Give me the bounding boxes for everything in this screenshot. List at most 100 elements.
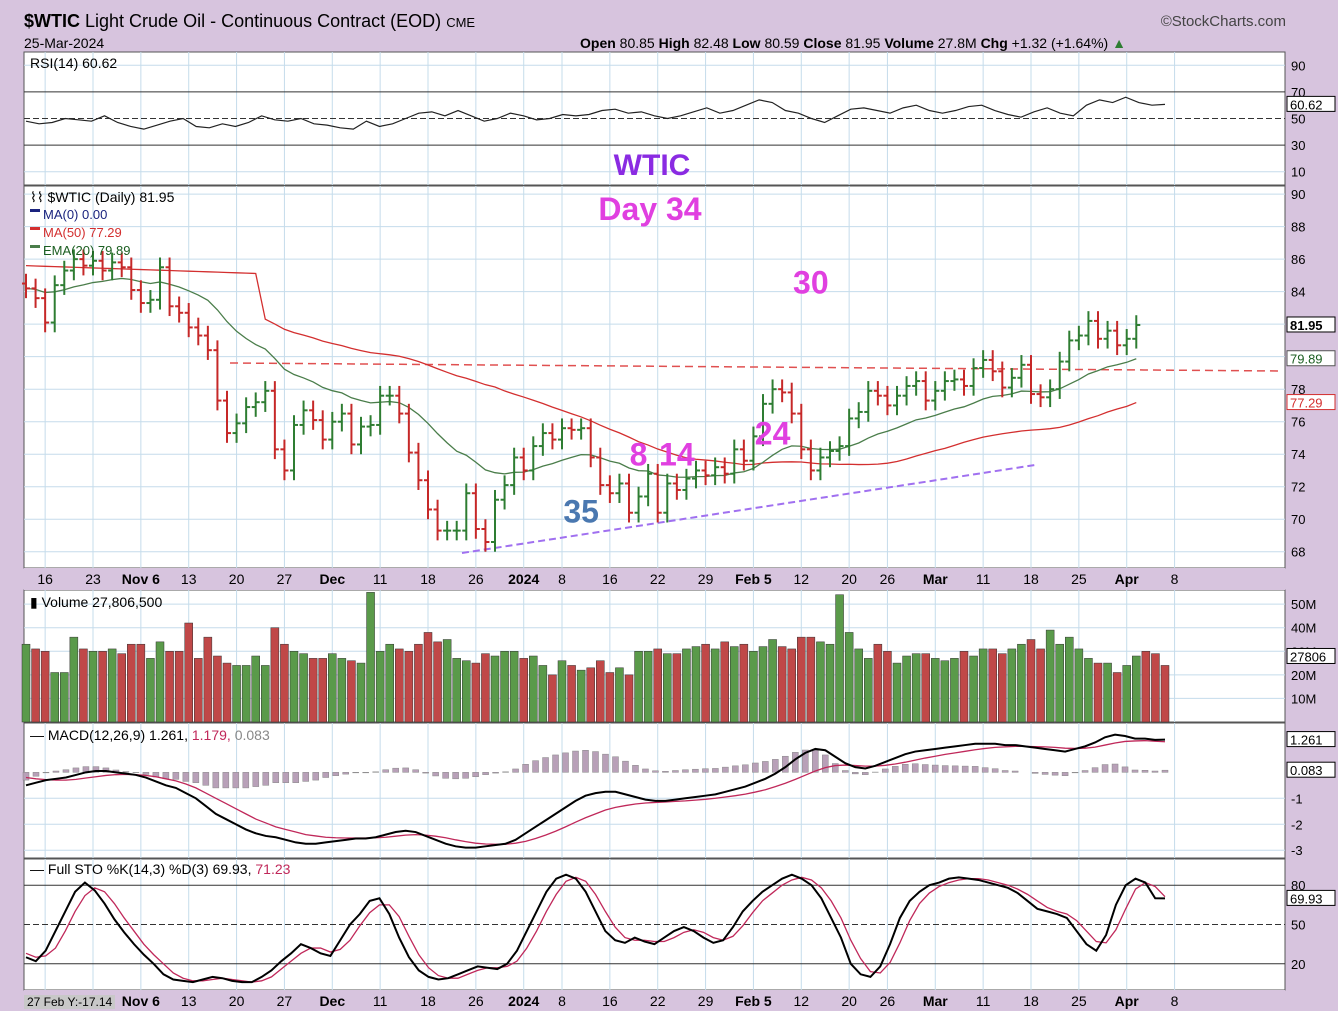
x-tick-label-bottom: 8	[1171, 993, 1179, 1009]
price-bar	[586, 418, 595, 468]
price-bar	[701, 460, 710, 486]
price-bar	[385, 385, 394, 406]
macd-line	[25, 733, 1166, 849]
price-bar	[730, 439, 739, 484]
volume-bar	[557, 660, 567, 723]
macd-histogram-bar	[422, 772, 429, 774]
price-bar	[749, 426, 758, 471]
price-bar	[22, 273, 30, 299]
rsi-tick-label: 10	[1291, 165, 1305, 180]
price-bar	[50, 275, 59, 333]
macd-histogram-bar	[262, 772, 270, 786]
price-bar	[873, 381, 882, 406]
price-bar	[290, 415, 298, 481]
open-label: Open	[580, 35, 616, 51]
price-bar	[299, 400, 308, 435]
price-bar	[768, 379, 777, 414]
volume-bar	[730, 646, 739, 723]
macd-histogram-bar	[1121, 766, 1129, 773]
macd-histogram-bar	[722, 766, 729, 773]
macd-histogram-bar	[322, 772, 329, 778]
volume-bar	[452, 658, 461, 723]
ma50-last-box	[1286, 394, 1336, 411]
price-bar	[778, 379, 787, 403]
volume-bar	[471, 662, 481, 723]
volume-bar	[289, 651, 299, 723]
volume-bar	[251, 655, 260, 723]
price-tick-label: 86	[1291, 252, 1305, 267]
macd-histogram-bar	[901, 764, 909, 773]
volume-bar	[136, 643, 146, 723]
x-tick-label-bottom: Apr	[1115, 993, 1140, 1009]
volume-bar	[538, 665, 548, 723]
volume-bar	[60, 672, 69, 723]
macd-histogram-bar	[52, 770, 60, 773]
macd-histogram-bar	[682, 769, 689, 773]
x-tick-label-bottom: 18	[420, 993, 436, 1009]
macd-histogram-bar	[622, 760, 629, 773]
price-bar	[156, 257, 164, 310]
volume-bar	[634, 651, 643, 723]
price-bar	[816, 447, 825, 481]
macd-histogram-bar	[232, 772, 240, 789]
price-bar	[1027, 355, 1035, 404]
volume-bar	[873, 643, 883, 723]
sto-last-value: 69.93	[1290, 891, 1323, 906]
price-bar	[998, 361, 1007, 398]
volume-bar	[299, 653, 308, 723]
macd-last-box	[1286, 731, 1336, 748]
macd-histogram-bar	[582, 750, 589, 773]
price-bar	[376, 385, 385, 435]
price-bar	[826, 441, 834, 468]
price-bar	[663, 473, 672, 523]
macd-histogram-bar	[412, 769, 419, 773]
volume-bar	[940, 660, 950, 723]
x-tick-label: 8	[1171, 571, 1179, 587]
sto-legend-part: 71.23	[255, 861, 290, 877]
macd-histogram-bar	[772, 759, 779, 773]
macd-histogram-bar	[832, 763, 839, 773]
price-bar	[357, 416, 365, 455]
price-bar	[491, 489, 499, 552]
volume-bar	[1065, 636, 1074, 723]
volume-bar	[854, 648, 863, 723]
price-bar	[481, 519, 490, 552]
sto-tick-label: 20	[1291, 957, 1305, 972]
sto-tick-label: 80	[1291, 878, 1305, 893]
macd-histogram-bar	[632, 765, 639, 773]
copyright-icon: ©	[1160, 13, 1172, 30]
price-bar	[1103, 320, 1112, 349]
x-tick-label: 20	[841, 571, 857, 587]
volume-bar	[883, 651, 892, 723]
price-tick-label: 90	[1291, 187, 1305, 202]
macd-histogram-bar	[1011, 770, 1019, 773]
volume-bar	[864, 658, 873, 723]
volume-bar	[213, 655, 222, 723]
volume-bar	[366, 592, 375, 723]
volume-bar	[844, 632, 854, 723]
price-tick-label: 84	[1291, 285, 1305, 300]
price-bar	[864, 381, 873, 422]
macd-last-box	[1286, 761, 1336, 778]
volume-bar	[404, 651, 414, 723]
price-bar	[223, 390, 231, 443]
volume-bar	[720, 641, 729, 723]
macd-histogram-bar	[981, 767, 989, 773]
volume-bar	[107, 648, 117, 723]
volume-bar	[433, 641, 442, 723]
price-bar	[1007, 368, 1016, 398]
brand[interactable]: ©StockCharts.com	[1161, 13, 1286, 30]
volume-bar	[40, 651, 50, 723]
wtic-annotation: WTIC	[614, 149, 691, 182]
volume-bar	[988, 648, 997, 723]
volume-bar	[768, 639, 777, 723]
chart-title: $WTIC Light Crude Oil - Continuous Contr…	[24, 11, 475, 32]
cycle-annotation-8: 8	[630, 437, 648, 473]
price-bar	[950, 369, 959, 391]
x-tick-label: 22	[650, 571, 666, 587]
price-bar	[854, 402, 863, 429]
volume-bar	[548, 674, 557, 723]
price-bar	[605, 475, 614, 503]
volume-bar	[500, 651, 509, 723]
